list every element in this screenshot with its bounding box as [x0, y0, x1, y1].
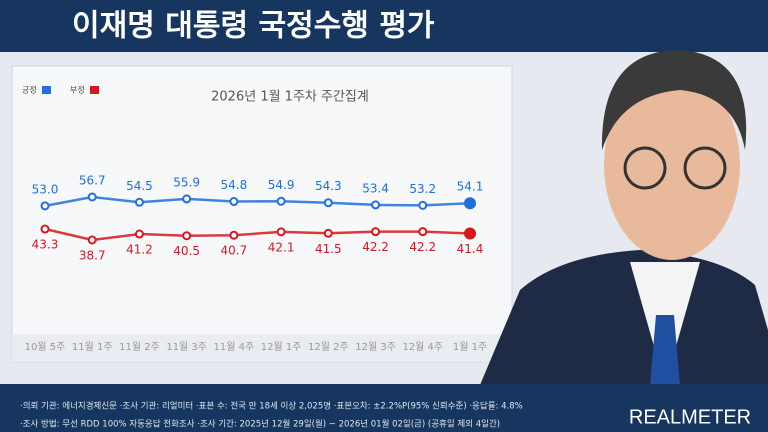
point — [276, 196, 286, 206]
glasses — [683, 146, 727, 190]
point — [464, 227, 476, 240]
value-label: 53.2 — [409, 182, 436, 196]
logo: REALMETER — [629, 406, 751, 428]
point — [182, 194, 192, 204]
header-band — [0, 0, 768, 52]
chart-panel — [11, 65, 513, 363]
value-label: 41.5 — [315, 242, 342, 256]
value-label: 43.3 — [32, 238, 59, 252]
point — [229, 230, 239, 240]
legend-swatch — [42, 86, 51, 94]
point — [371, 200, 381, 210]
x-tick-label: 12월 4주 — [402, 341, 443, 353]
point — [371, 227, 381, 237]
value-label: 42.1 — [268, 240, 295, 254]
chart-title: 2026년 1월 1주차 주간집계 — [211, 90, 369, 105]
point — [323, 198, 333, 208]
x-tick-label: 12월 1주 — [261, 341, 302, 353]
point — [229, 197, 239, 207]
value-label: 41.4 — [457, 242, 484, 256]
point — [134, 197, 144, 207]
x-tick-label: 11월 3주 — [166, 341, 207, 353]
title: 이재명 대통령 국정수행 평가 — [72, 9, 435, 44]
face — [604, 70, 740, 260]
x-tick-label: 11월 4주 — [214, 341, 255, 353]
x-tick-label: 12월 2주 — [308, 341, 349, 353]
hair — [601, 50, 747, 150]
value-label: 54.8 — [221, 178, 248, 192]
point — [134, 229, 144, 239]
point — [87, 192, 97, 202]
value-label: 41.2 — [126, 243, 153, 257]
value-label: 42.2 — [362, 240, 389, 254]
value-label: 55.9 — [173, 175, 200, 189]
x-tick-label: 12월 3주 — [355, 341, 396, 353]
point — [87, 235, 97, 245]
value-label: 56.7 — [79, 174, 106, 188]
x-tick-label: 10월 5주 — [25, 341, 66, 353]
value-label: 53.0 — [32, 182, 59, 196]
glasses — [623, 146, 667, 190]
point — [40, 224, 50, 234]
legend-label: 부정 — [70, 85, 85, 95]
suit — [480, 250, 768, 385]
value-label: 38.7 — [79, 249, 106, 263]
portrait — [480, 50, 768, 385]
footnote: ·조사 방법: 무선 RDD 100% 자동응답 전화조사 ·조사 기간: 20… — [20, 419, 500, 430]
point — [323, 228, 333, 238]
value-label: 54.3 — [315, 179, 342, 193]
value-label: 40.7 — [221, 244, 248, 258]
point — [464, 197, 476, 210]
x-tick-label: 11월 2주 — [119, 341, 160, 353]
value-label: 42.2 — [409, 240, 436, 254]
legend-label: 긍정 — [22, 85, 37, 95]
series-line — [44, 195, 471, 208]
point — [418, 227, 428, 237]
value-label: 54.5 — [126, 179, 153, 193]
legend-swatch — [90, 86, 99, 94]
point — [276, 227, 286, 237]
value-label: 54.1 — [457, 180, 484, 194]
x-tick-label: 1월 1주 — [453, 341, 487, 353]
point — [182, 231, 192, 241]
axis-strip — [12, 334, 512, 362]
point — [40, 201, 50, 211]
footnote: ·의뢰 기관: 에너지경제신문 ·조사 기관: 리얼미터 ·표본 수: 전국 만… — [20, 401, 523, 412]
value-label: 54.9 — [268, 178, 295, 192]
value-label: 40.5 — [173, 244, 200, 258]
point — [418, 200, 428, 210]
tie — [650, 315, 680, 385]
x-tick-label: 11월 1주 — [72, 341, 113, 353]
footer-band — [0, 384, 768, 432]
value-label: 53.4 — [362, 181, 389, 195]
series-line — [44, 227, 471, 242]
